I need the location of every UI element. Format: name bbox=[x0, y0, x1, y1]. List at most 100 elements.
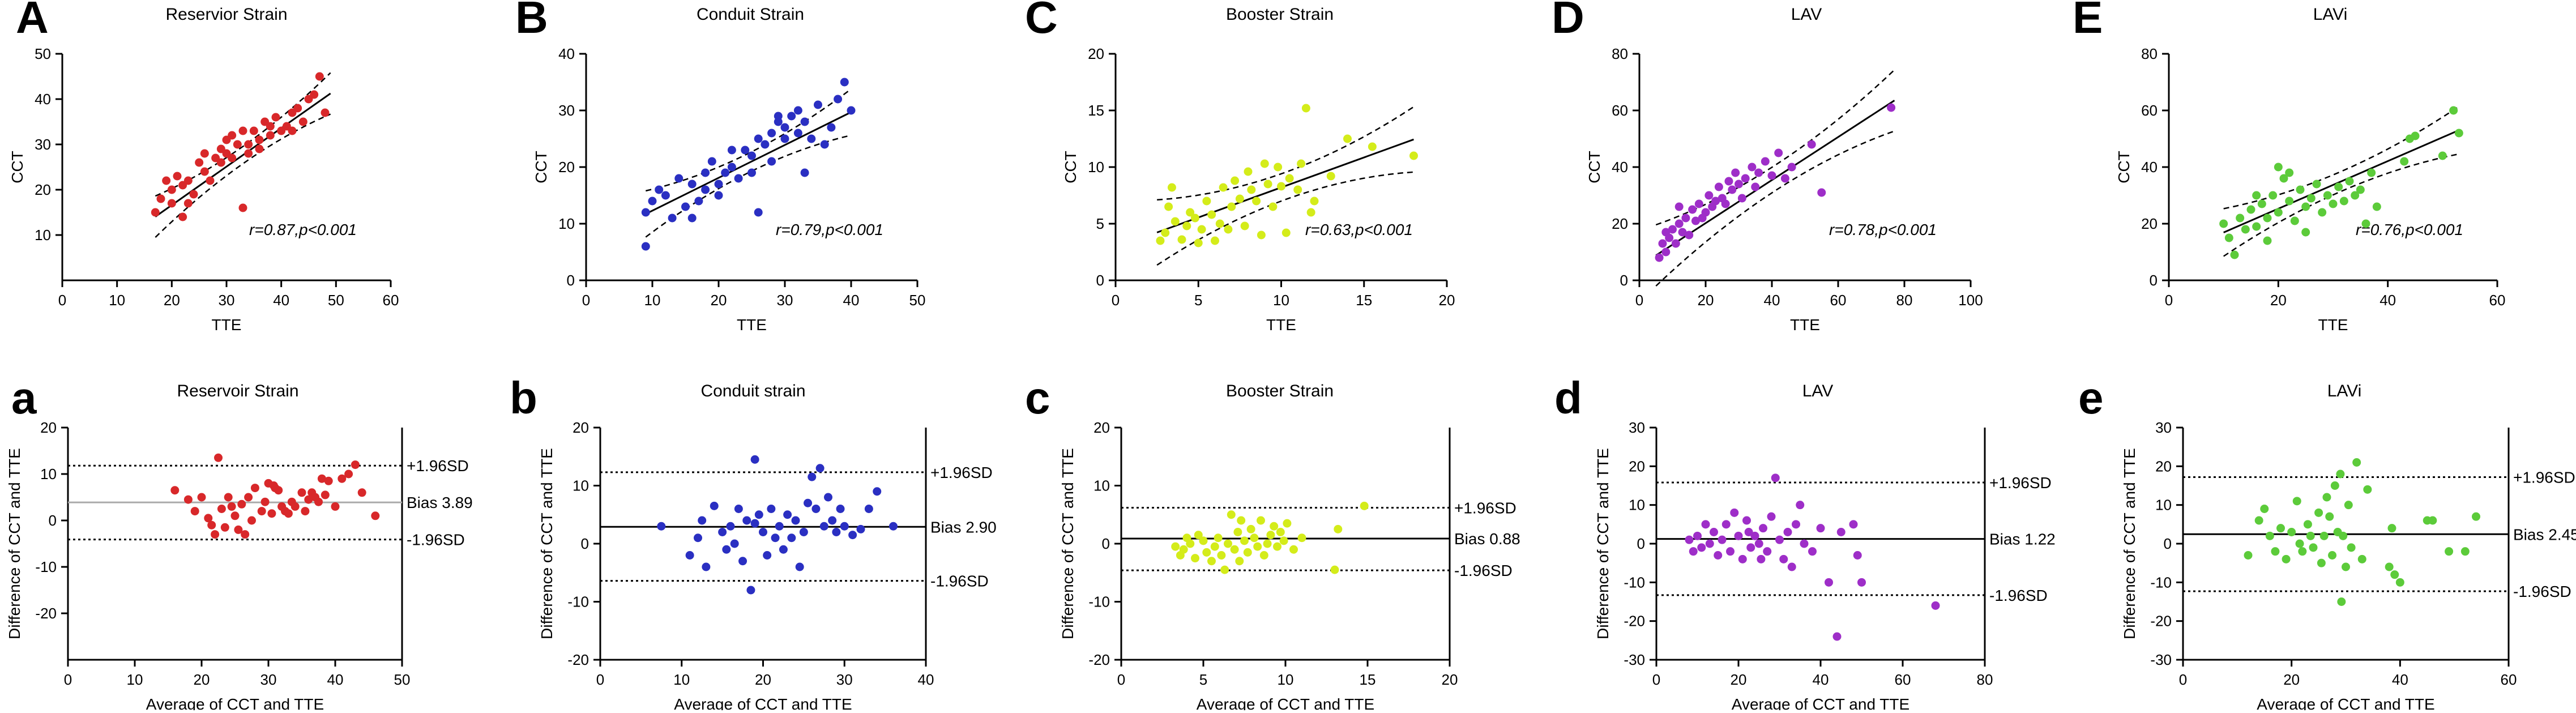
data-point bbox=[1227, 510, 1236, 519]
data-point bbox=[1220, 565, 1229, 574]
data-point bbox=[2454, 129, 2463, 138]
data-point bbox=[1260, 159, 1269, 168]
data-point bbox=[2290, 216, 2299, 225]
data-point bbox=[173, 172, 182, 181]
x-axis-label: TTE bbox=[1266, 316, 1296, 334]
data-point bbox=[1724, 177, 1733, 186]
chart-title: Reservoir Strain bbox=[177, 382, 298, 400]
y-tick-label: -20 bbox=[2150, 613, 2172, 630]
data-point bbox=[2271, 547, 2280, 556]
x-tick-label: 40 bbox=[273, 292, 289, 309]
data-point bbox=[1161, 228, 1170, 237]
data-point bbox=[228, 153, 237, 163]
data-point bbox=[297, 488, 306, 497]
data-point bbox=[2306, 194, 2316, 203]
data-point bbox=[1207, 210, 1216, 219]
upper-limit-label: +1.96SD bbox=[2513, 468, 2575, 486]
data-point bbox=[1274, 163, 1283, 172]
data-point bbox=[1775, 535, 1784, 544]
data-point bbox=[1751, 182, 1760, 191]
y-axis-label: Difference of CCT and TTE bbox=[1594, 448, 1612, 639]
data-point bbox=[721, 168, 730, 177]
data-point bbox=[1270, 522, 1279, 531]
data-point bbox=[1293, 185, 1302, 194]
data-point bbox=[1360, 501, 1369, 510]
data-point bbox=[2301, 202, 2310, 211]
upper-limit-label: +1.96SD bbox=[1454, 499, 1516, 516]
data-point bbox=[156, 194, 165, 203]
regression-line bbox=[155, 92, 331, 217]
data-point bbox=[856, 524, 865, 533]
data-point bbox=[707, 157, 716, 166]
data-point bbox=[230, 511, 240, 520]
bias-label: Bias 2.90 bbox=[930, 518, 997, 536]
data-point bbox=[1704, 191, 1714, 200]
data-point bbox=[1787, 562, 1796, 571]
x-tick-label: 20 bbox=[1442, 671, 1458, 688]
data-point bbox=[1177, 235, 1186, 244]
data-point bbox=[1671, 239, 1680, 248]
data-point bbox=[2287, 528, 2296, 536]
y-tick-label: 0 bbox=[567, 272, 575, 289]
data-point bbox=[2363, 485, 2372, 494]
lower-limit-label: -1.96SD bbox=[1989, 587, 2048, 604]
x-tick-label: 10 bbox=[1273, 292, 1289, 309]
x-tick-label: 5 bbox=[1194, 292, 1202, 309]
data-point bbox=[371, 511, 380, 520]
x-tick-label: 60 bbox=[1830, 292, 1847, 309]
chart-title: Booster Strain bbox=[1226, 382, 1334, 400]
data-point bbox=[2357, 554, 2366, 563]
panel-d: d LAV 0 20 40 60 80 -30 -20 -10 0 10 20 30 Average of … bbox=[1554, 373, 2056, 713]
data-point bbox=[840, 522, 849, 531]
data-point bbox=[1202, 548, 1211, 557]
y-tick-label: 20 bbox=[40, 419, 57, 436]
data-point bbox=[284, 509, 293, 518]
data-point bbox=[674, 174, 683, 183]
y-axis-label: CCT bbox=[1586, 151, 1603, 183]
panel-a: a Reservoir Strain 0 10 20 30 40 50 -20 -10 0 10 20 A… bbox=[6, 373, 473, 713]
data-point bbox=[1170, 217, 1180, 226]
y-tick-label: 30 bbox=[558, 102, 575, 119]
data-point bbox=[257, 507, 266, 516]
y-tick-label: 0 bbox=[581, 535, 589, 552]
data-point bbox=[702, 562, 711, 571]
data-point bbox=[1273, 542, 1281, 551]
y-tick-label: 60 bbox=[2141, 102, 2158, 119]
y-axis-label: CCT bbox=[8, 151, 26, 183]
data-point bbox=[338, 474, 347, 483]
bias-label: Bias 3.89 bbox=[407, 494, 473, 511]
panel-label: b bbox=[510, 373, 537, 423]
y-tick-label: 30 bbox=[1629, 419, 1645, 436]
x-tick-label: 0 bbox=[2179, 671, 2187, 688]
data-point bbox=[1289, 545, 1298, 554]
x-tick-label: 40 bbox=[2392, 671, 2408, 688]
x-tick-label: 60 bbox=[383, 292, 399, 309]
data-point bbox=[1744, 528, 1753, 536]
x-tick-label: 80 bbox=[1896, 292, 1913, 309]
x-tick-label: 20 bbox=[1731, 671, 1747, 688]
x-tick-label: 20 bbox=[194, 671, 210, 688]
x-tick-label: 40 bbox=[1813, 671, 1829, 688]
chart-title: Reservior Strain bbox=[165, 5, 287, 24]
data-point bbox=[2325, 512, 2334, 521]
data-point bbox=[694, 197, 703, 206]
y-tick-label: 10 bbox=[1088, 159, 1104, 176]
data-point bbox=[767, 157, 776, 166]
data-point bbox=[2296, 185, 2305, 194]
data-point bbox=[234, 525, 243, 534]
data-point bbox=[2460, 547, 2470, 556]
data-point bbox=[2279, 174, 2288, 183]
data-point bbox=[244, 493, 253, 502]
data-point bbox=[727, 146, 736, 155]
x-tick-label: 40 bbox=[843, 292, 860, 309]
data-point bbox=[1800, 539, 1809, 548]
data-point bbox=[1263, 539, 1272, 548]
data-point bbox=[315, 72, 324, 81]
data-point bbox=[1211, 236, 1219, 245]
data-point bbox=[1832, 632, 1842, 641]
data-point bbox=[2219, 219, 2228, 228]
data-point bbox=[1774, 148, 1783, 157]
y-tick-label: -10 bbox=[1624, 574, 1645, 591]
data-point bbox=[1694, 199, 1703, 208]
x-tick-label: 30 bbox=[777, 292, 793, 309]
